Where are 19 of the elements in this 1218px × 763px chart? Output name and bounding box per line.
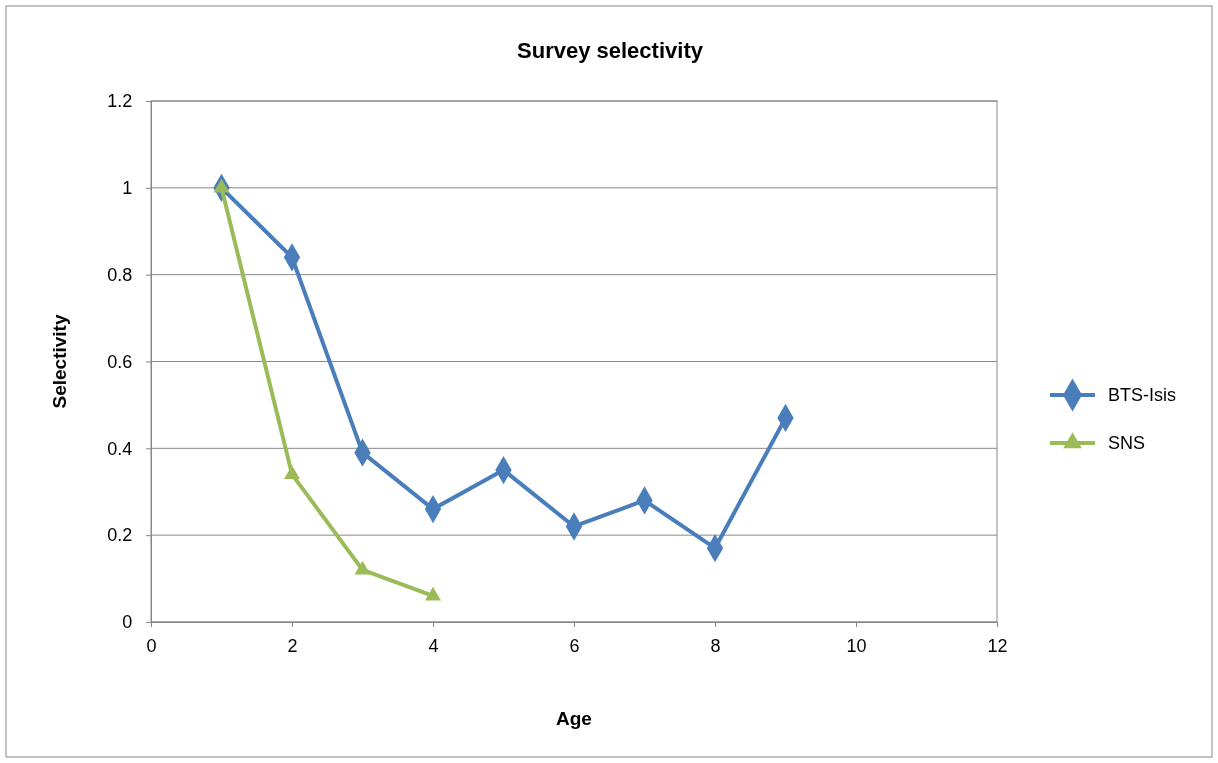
legend-label: SNS xyxy=(1108,433,1146,453)
y-axis-title: Selectivity xyxy=(49,314,70,409)
y-tick-label: 1.2 xyxy=(107,91,133,112)
x-tick-label: 2 xyxy=(287,635,298,656)
x-tick-label: 0 xyxy=(146,635,157,656)
y-tick-label: 0.2 xyxy=(107,525,133,546)
x-tick-label: 6 xyxy=(569,635,580,656)
y-tick-label: 0.4 xyxy=(107,438,133,459)
x-tick-label: 4 xyxy=(428,635,439,656)
x-tick-label: 10 xyxy=(846,635,867,656)
y-tick-label: 0 xyxy=(122,612,133,633)
x-tick-label: 12 xyxy=(987,635,1008,656)
x-tick-label: 8 xyxy=(710,635,721,656)
legend-label: BTS-Isis xyxy=(1108,385,1177,405)
y-tick-label: 0.8 xyxy=(107,264,133,285)
chart-title: Survey selectivity xyxy=(517,38,704,63)
x-axis-title: Age xyxy=(556,708,592,729)
y-tick-label: 1 xyxy=(122,178,133,199)
y-tick-label: 0.6 xyxy=(107,351,133,372)
